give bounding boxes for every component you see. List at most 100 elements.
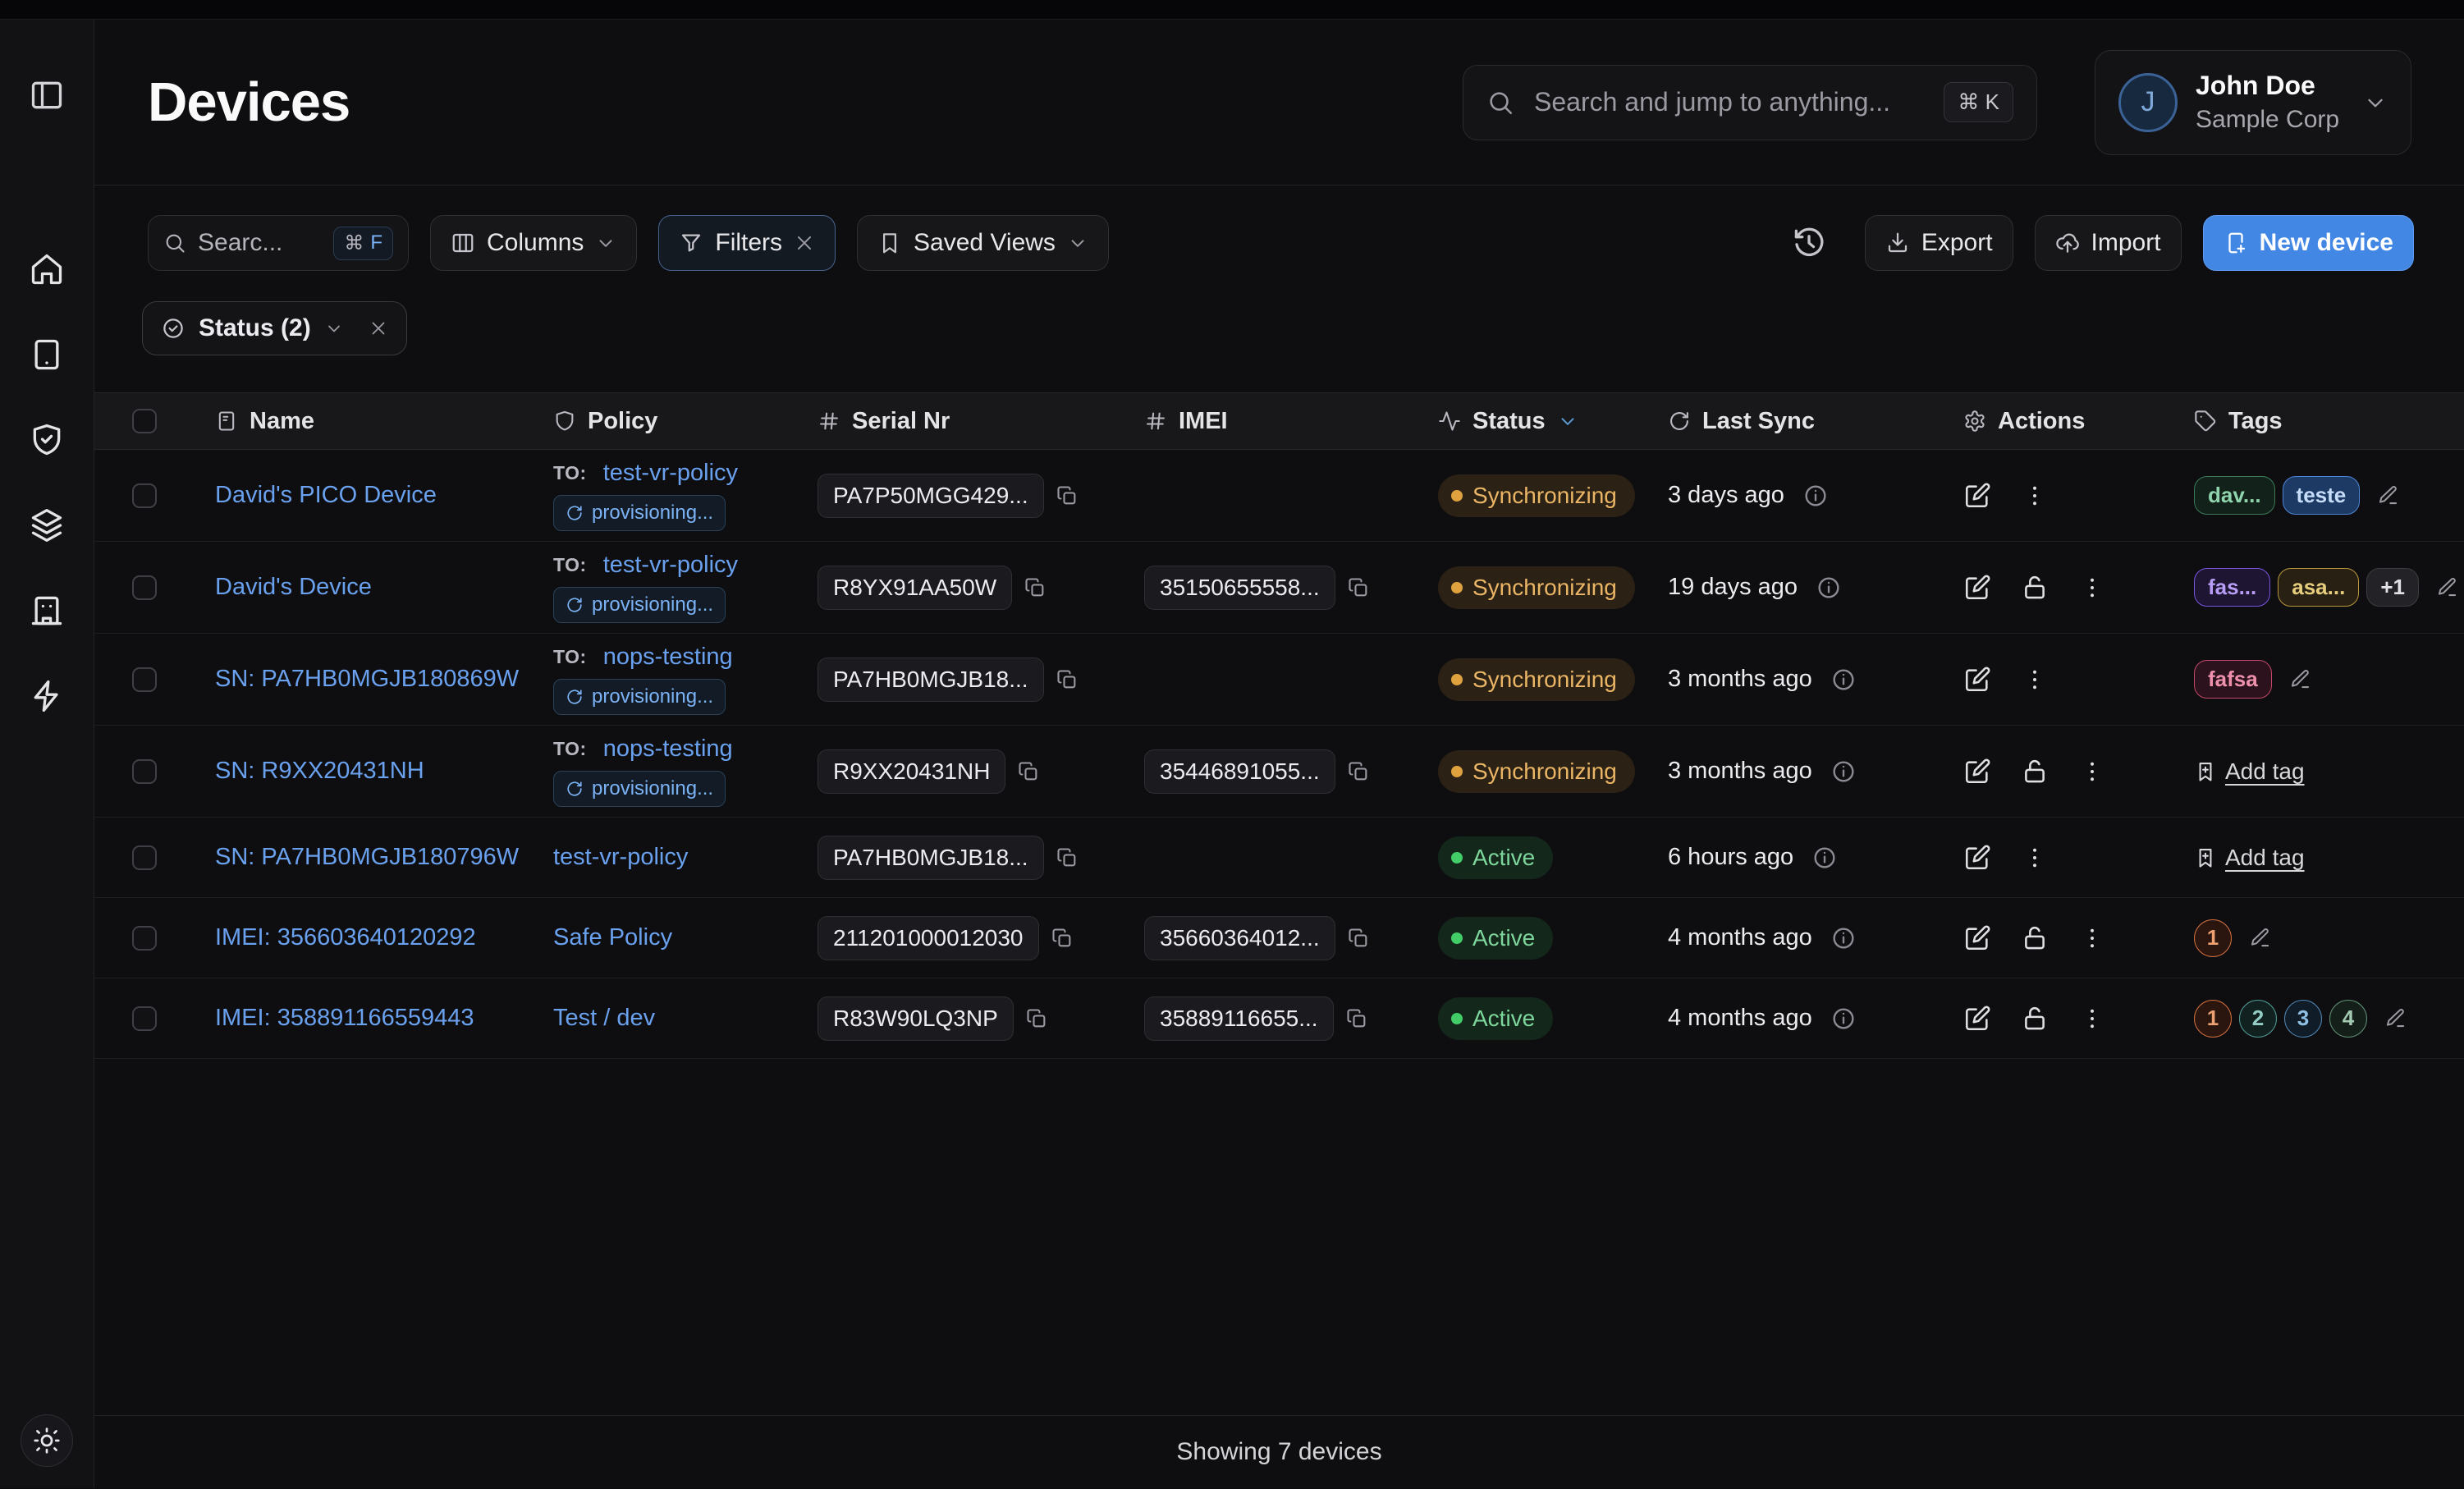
edit-device-icon[interactable] <box>1963 574 1991 602</box>
tag-chip[interactable]: dav... <box>2194 476 2275 515</box>
edit-tags-icon[interactable] <box>2377 484 2399 506</box>
import-button[interactable]: Import <box>2035 215 2182 271</box>
column-header-name[interactable]: Name <box>215 408 553 435</box>
policy-link[interactable]: nops-testing <box>603 644 733 671</box>
user-menu[interactable]: J John Doe Sample Corp <box>2095 50 2411 155</box>
copy-icon[interactable] <box>1056 668 1079 691</box>
device-name-link[interactable]: David's Device <box>215 574 372 601</box>
lock-device-icon[interactable] <box>2021 1005 2049 1033</box>
table-row[interactable]: David's DeviceTO:test-vr-policyprovision… <box>94 542 2464 634</box>
more-actions-icon[interactable] <box>2078 574 2106 602</box>
edit-tags-icon[interactable] <box>2436 576 2458 598</box>
row-checkbox[interactable] <box>132 1006 157 1031</box>
sidebar-item-automations[interactable] <box>29 678 65 714</box>
more-actions-icon[interactable] <box>2021 666 2049 694</box>
edit-tags-icon[interactable] <box>2384 1007 2407 1029</box>
device-name-link[interactable]: IMEI: 358891166559443 <box>215 1005 474 1032</box>
column-header-last-sync[interactable]: Last Sync <box>1668 408 1963 435</box>
tag-chip[interactable]: +1 <box>2366 568 2419 607</box>
close-icon[interactable] <box>794 232 815 254</box>
tag-chip[interactable]: 1 <box>2194 919 2232 957</box>
edit-device-icon[interactable] <box>1963 1005 1991 1033</box>
tag-chip[interactable]: 1 <box>2194 1000 2232 1038</box>
column-header-policy[interactable]: Policy <box>553 408 818 435</box>
lock-device-icon[interactable] <box>2021 574 2049 602</box>
column-header-tags[interactable]: Tags <box>2194 408 2431 435</box>
tag-chip[interactable]: fas... <box>2194 568 2270 607</box>
sidebar-item-inventory[interactable] <box>29 507 65 543</box>
more-actions-icon[interactable] <box>2078 758 2106 786</box>
device-name-link[interactable]: SN: PA7HB0MGJB180869W <box>215 666 519 693</box>
info-icon[interactable] <box>1830 758 1857 785</box>
table-row[interactable]: SN: PA7HB0MGJB180869WTO:nops-testingprov… <box>94 634 2464 726</box>
info-icon[interactable] <box>1811 845 1838 871</box>
tag-chip[interactable]: fafsa <box>2194 660 2272 699</box>
close-icon[interactable] <box>369 318 388 338</box>
row-checkbox[interactable] <box>132 759 157 784</box>
sidebar-item-home[interactable] <box>29 251 65 287</box>
copy-icon[interactable] <box>1345 1007 1368 1030</box>
tag-chip[interactable]: 3 <box>2284 1000 2322 1038</box>
copy-icon[interactable] <box>1056 484 1079 507</box>
tag-chip[interactable]: 4 <box>2329 1000 2367 1038</box>
policy-link[interactable]: Test / dev <box>553 1005 655 1032</box>
tag-chip[interactable]: 2 <box>2239 1000 2277 1038</box>
select-all-checkbox[interactable] <box>132 409 157 433</box>
lock-device-icon[interactable] <box>2021 758 2049 786</box>
sidebar-item-policies[interactable] <box>29 422 65 458</box>
sort-chevron-icon[interactable] <box>1557 410 1578 432</box>
info-icon[interactable] <box>1830 925 1857 951</box>
copy-icon[interactable] <box>1056 846 1079 869</box>
info-icon[interactable] <box>1830 1006 1857 1032</box>
column-header-serial-nr[interactable]: Serial Nr <box>818 408 1144 435</box>
copy-icon[interactable] <box>1347 576 1370 599</box>
table-search-input[interactable]: Searc... ⌘ F <box>148 215 409 271</box>
edit-tags-icon[interactable] <box>2289 668 2311 690</box>
tag-chip[interactable]: asa... <box>2278 568 2359 607</box>
row-checkbox[interactable] <box>132 483 157 508</box>
policy-link[interactable]: test-vr-policy <box>603 552 738 579</box>
filters-button[interactable]: Filters <box>658 215 836 271</box>
table-row[interactable]: SN: R9XX20431NHTO:nops-testingprovisioni… <box>94 726 2464 818</box>
export-button[interactable]: Export <box>1865 215 2013 271</box>
copy-icon[interactable] <box>1051 927 1074 950</box>
info-icon[interactable] <box>1816 575 1842 601</box>
row-checkbox[interactable] <box>132 575 157 600</box>
tag-chip[interactable]: teste <box>2283 476 2361 515</box>
edit-device-icon[interactable] <box>1963 482 1991 510</box>
copy-icon[interactable] <box>1347 760 1370 783</box>
device-name-link[interactable]: SN: PA7HB0MGJB180796W <box>215 844 519 871</box>
edit-device-icon[interactable] <box>1963 844 1991 872</box>
policy-link[interactable]: Safe Policy <box>553 924 672 951</box>
column-header-status[interactable]: Status <box>1438 408 1668 435</box>
device-name-link[interactable]: SN: R9XX20431NH <box>215 758 424 785</box>
table-row[interactable]: IMEI: 356603640120292Safe Policy21120100… <box>94 898 2464 978</box>
status-filter-chip[interactable]: Status (2) <box>142 301 407 355</box>
policy-link[interactable]: test-vr-policy <box>553 844 688 871</box>
policy-link[interactable]: test-vr-policy <box>603 460 738 487</box>
more-actions-icon[interactable] <box>2078 924 2106 952</box>
table-row[interactable]: IMEI: 358891166559443Test / devR83W90LQ3… <box>94 978 2464 1059</box>
table-row[interactable]: SN: PA7HB0MGJB180796Wtest-vr-policyPA7HB… <box>94 818 2464 898</box>
info-icon[interactable] <box>1802 483 1829 509</box>
add-tag-button[interactable]: Add tag <box>2194 758 2305 785</box>
sidebar-item-organization[interactable] <box>29 593 65 629</box>
copy-icon[interactable] <box>1024 576 1047 599</box>
saved-views-button[interactable]: Saved Views <box>857 215 1109 271</box>
more-actions-icon[interactable] <box>2021 482 2049 510</box>
device-name-link[interactable]: IMEI: 356603640120292 <box>215 924 476 951</box>
new-device-button[interactable]: New device <box>2203 215 2414 271</box>
columns-button[interactable]: Columns <box>430 215 637 271</box>
row-checkbox[interactable] <box>132 667 157 692</box>
column-header-actions[interactable]: Actions <box>1963 408 2194 435</box>
column-header-imei[interactable]: IMEI <box>1144 408 1438 435</box>
edit-device-icon[interactable] <box>1963 924 1991 952</box>
edit-device-icon[interactable] <box>1963 758 1991 786</box>
edit-device-icon[interactable] <box>1963 666 1991 694</box>
global-search-input[interactable]: Search and jump to anything... ⌘ K <box>1463 65 2037 140</box>
lock-device-icon[interactable] <box>2021 924 2049 952</box>
row-checkbox[interactable] <box>132 845 157 870</box>
edit-tags-icon[interactable] <box>2249 927 2271 949</box>
copy-icon[interactable] <box>1025 1007 1048 1030</box>
refresh-table-button[interactable] <box>1791 225 1827 261</box>
